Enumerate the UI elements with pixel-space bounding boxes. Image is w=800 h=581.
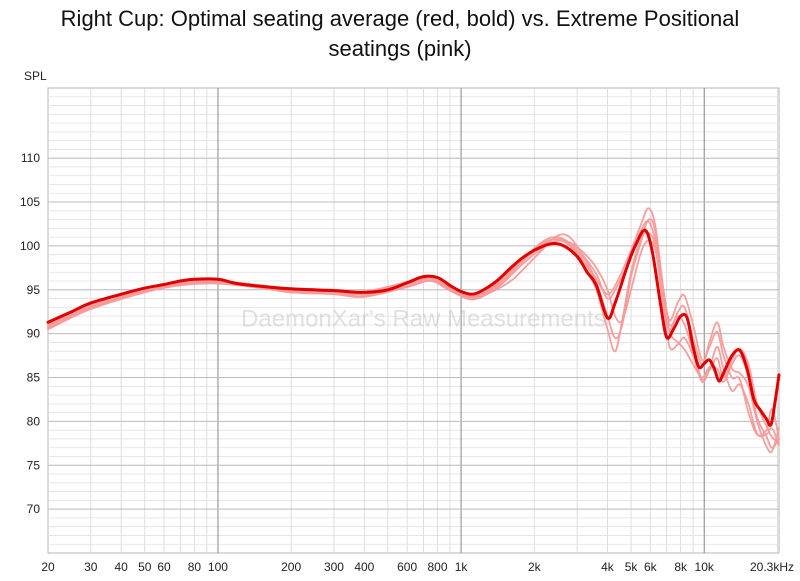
y-tick-label: 110 (21, 151, 40, 165)
x-tick-label: 60 (157, 560, 171, 574)
x-tick-label: 10k (695, 560, 715, 574)
chart-title-line-2: seatings (pink) (328, 36, 472, 61)
x-tick-label: 800 (428, 560, 448, 574)
y-tick-label: 90 (27, 327, 41, 341)
x-tick-label: 80 (188, 560, 202, 574)
y-tick-label: 95 (27, 283, 41, 297)
y-tick-label: 80 (27, 414, 41, 428)
x-tick-label: 50 (138, 560, 152, 574)
series-line-optimal-average (46, 228, 781, 427)
x-tick-label: 4k (601, 560, 615, 574)
y-tick-labels: 70 75 80 85 90 95 100 105 110 (20, 151, 40, 516)
x-tick-label: 20.3kHz (750, 560, 794, 574)
chart-title-line-1: Right Cup: Optimal seating average (red,… (60, 6, 740, 31)
x-tick-label: 40 (115, 560, 129, 574)
chart-title: Right Cup: Optimal seating average (red,… (0, 4, 800, 64)
y-tick-label: 100 (20, 239, 40, 253)
plot-area (47, 87, 780, 554)
y-tick-label: 85 (27, 371, 41, 385)
series-layer (46, 207, 781, 454)
x-tick-label: 200 (281, 560, 301, 574)
watermark-text: DaemonXar's Raw Measurements (241, 306, 606, 333)
x-tick-label: 300 (324, 560, 344, 574)
plot-border (47, 87, 780, 554)
y-tick-label: 75 (27, 458, 41, 472)
x-tick-label: 20 (41, 560, 55, 574)
x-tick-label: 400 (354, 560, 374, 574)
x-tick-label: 1k (455, 560, 469, 574)
y-tick-label: 105 (20, 195, 40, 209)
y-tick-label: 70 (27, 502, 41, 516)
x-tick-label: 30 (84, 560, 98, 574)
x-tick-label: 2k (528, 560, 542, 574)
x-tick-labels: 20 30 40 50 60 80 100 200 300 400 600 800 1k 2k 4k 5k 6k… (41, 560, 794, 574)
x-tick-label: 100 (208, 560, 228, 574)
x-tick-label: 5k (625, 560, 639, 574)
y-axis-label: SPL (24, 69, 47, 83)
watermark-layer: DaemonXar's Raw Measurements (241, 306, 606, 333)
x-tick-label: 600 (397, 560, 417, 574)
x-tick-label: 8k (674, 560, 688, 574)
x-tick-label: 6k (644, 560, 658, 574)
series-line-extreme-5 (47, 220, 780, 444)
